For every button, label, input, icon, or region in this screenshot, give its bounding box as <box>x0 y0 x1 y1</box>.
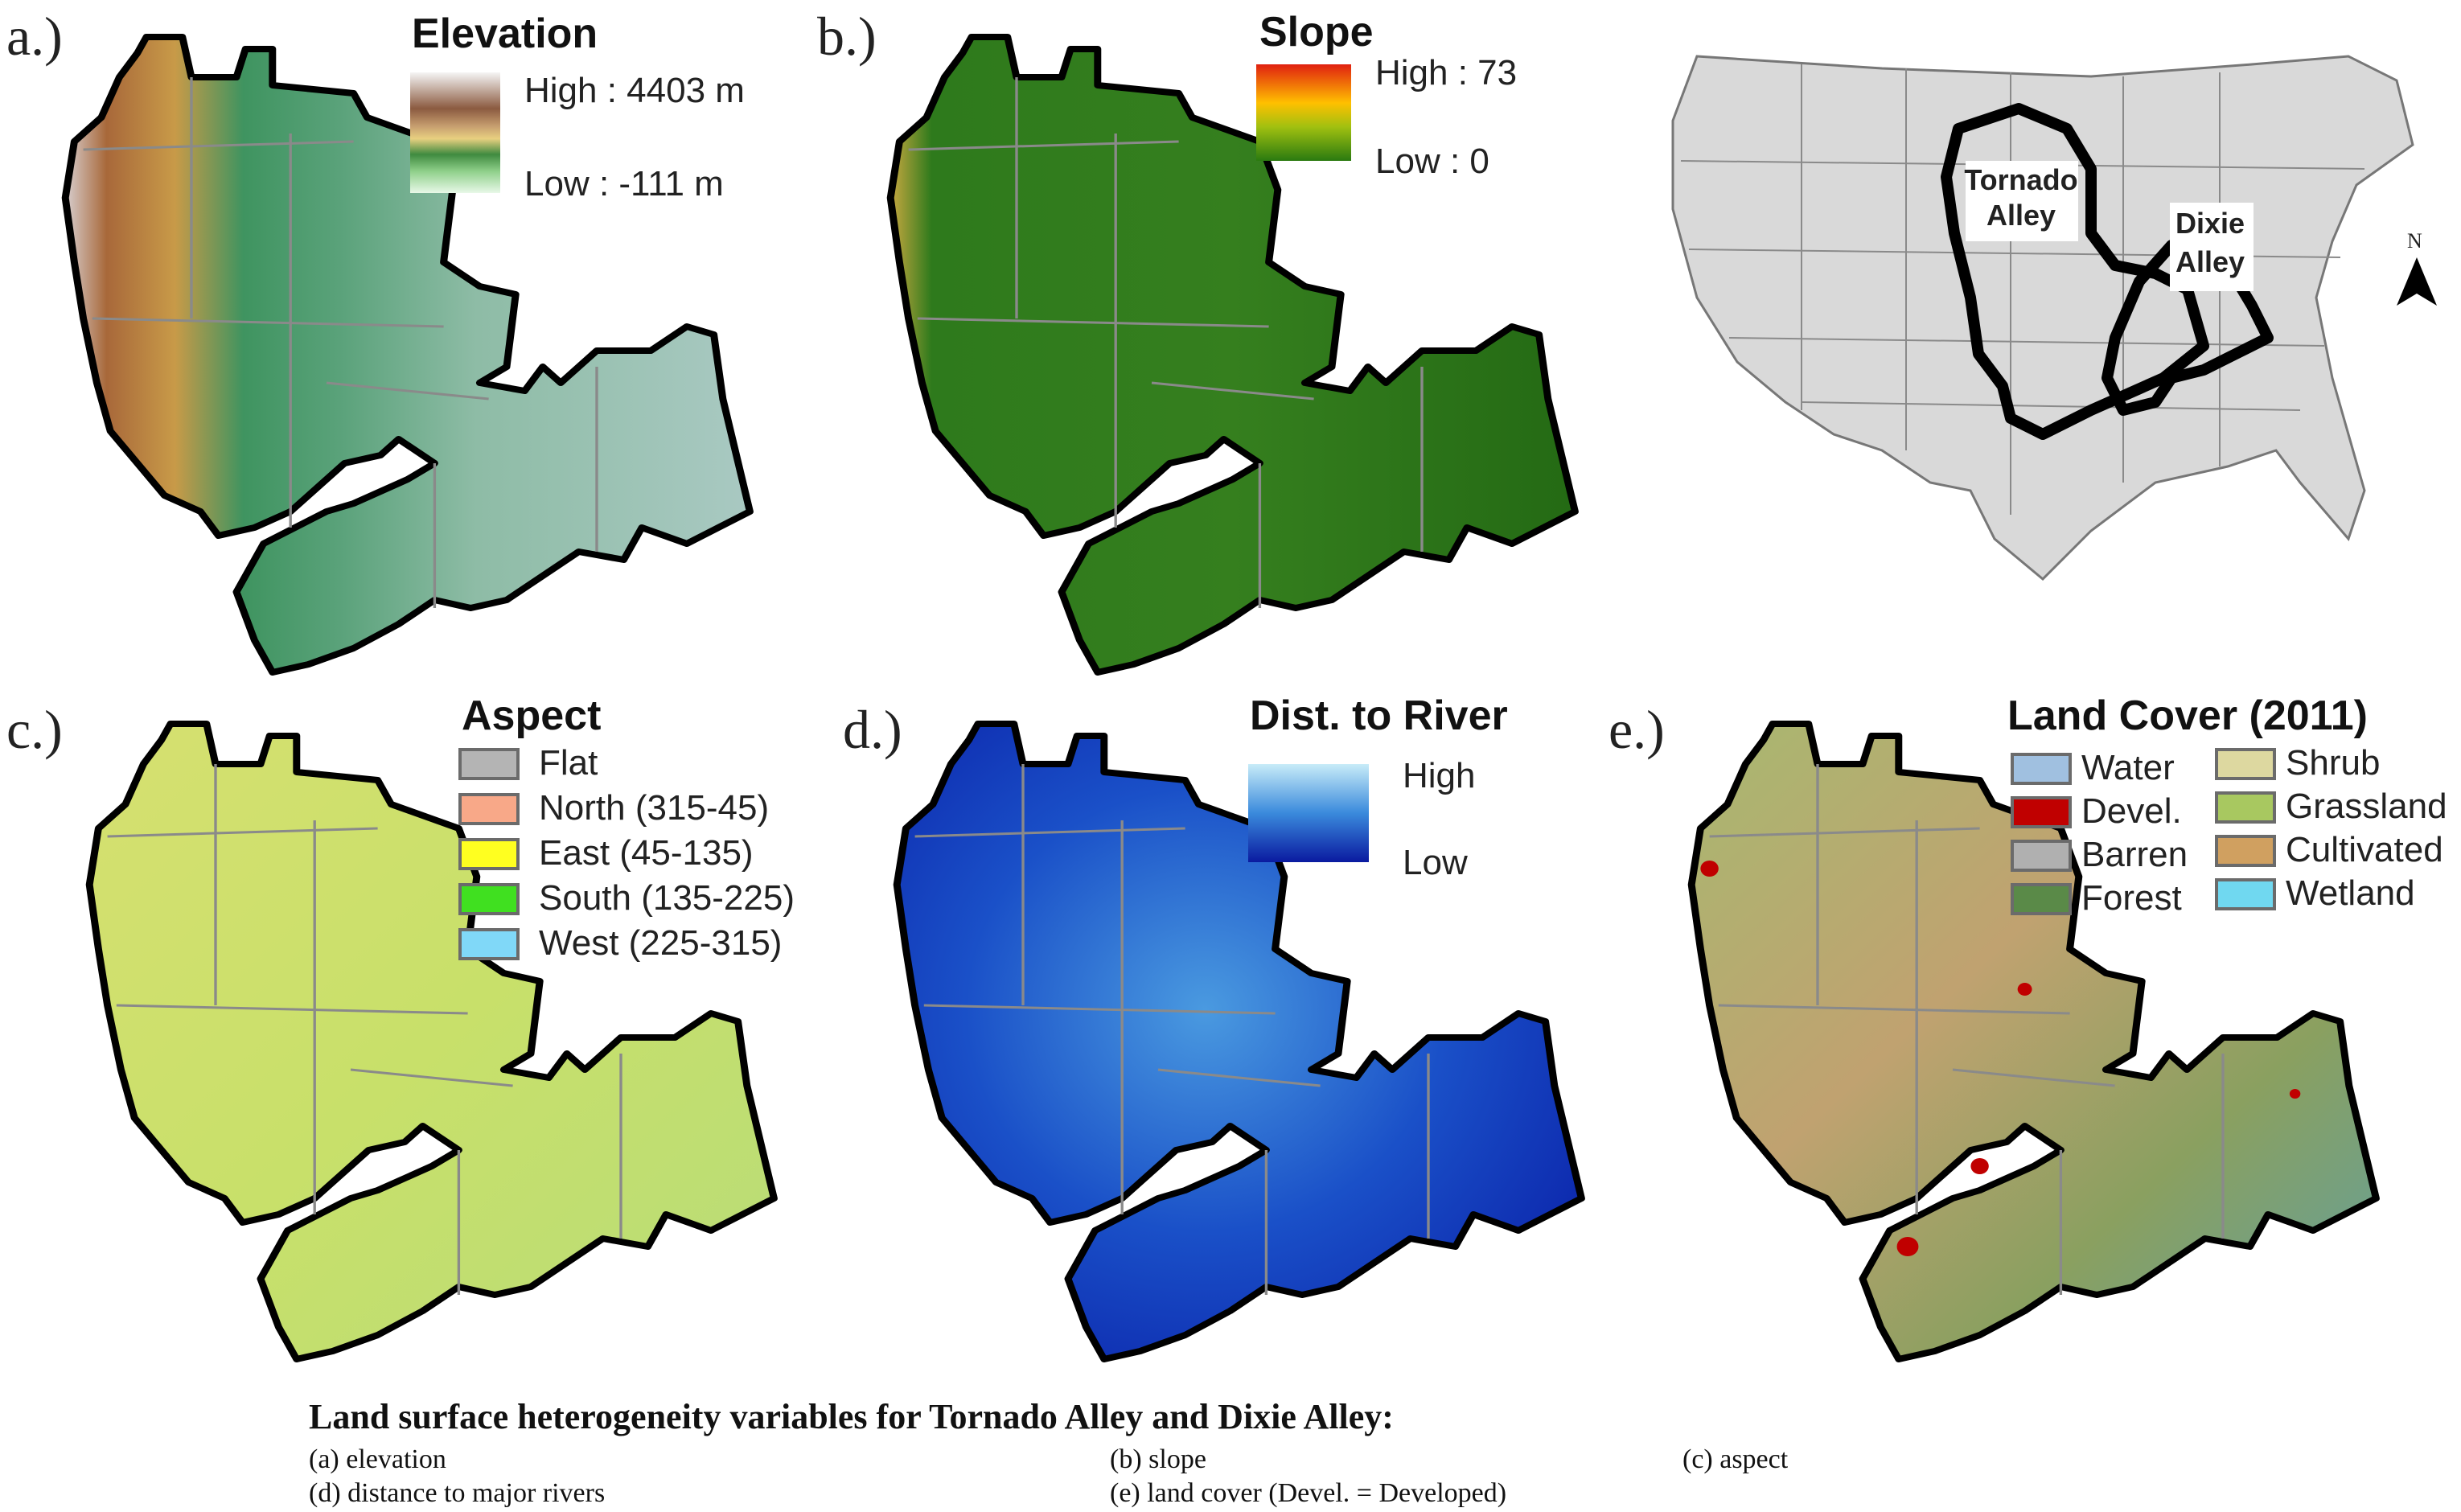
tornado-alley-label: Tornado Alley <box>1964 163 2078 232</box>
elevation-color-ramp <box>410 72 500 193</box>
legend-low: Low : 0 <box>1375 142 1489 181</box>
panel-label: c.) <box>6 699 63 760</box>
north-arrow <box>2397 257 2437 306</box>
legend-item: East (45-135) <box>539 833 754 873</box>
panel-overview: Tornado Alley Dixie Alley N <box>1641 32 2453 611</box>
legend-title: Slope <box>1259 9 1374 55</box>
panel-label: a.) <box>6 6 63 67</box>
legend-item: South (135-225) <box>539 878 795 918</box>
slope-map <box>804 0 1625 676</box>
legend-title: Elevation <box>412 10 598 57</box>
developed-areas <box>1700 861 2301 1256</box>
swatch-grassland <box>2215 791 2276 824</box>
legend-item: Cultivated <box>2286 830 2443 869</box>
land-cover-map <box>1608 692 2457 1351</box>
legend-item: Water <box>2081 748 2175 787</box>
legend-item: Flat <box>539 743 598 783</box>
panel-elevation: a.) Elevation High : 4403 m Low : -111 m <box>0 0 804 676</box>
legend-high: High : 4403 m <box>524 71 745 110</box>
caption-item-a: (a) elevation <box>309 1444 446 1474</box>
swatch-west <box>458 928 520 960</box>
swatch-cultivated <box>2215 835 2276 867</box>
legend-item: Forest <box>2081 878 2182 918</box>
legend-item: Barren <box>2081 835 2188 874</box>
distance-color-ramp <box>1248 764 1369 862</box>
panel-land-cover: e.) Land Cover (2011) Water <box>1608 692 2457 1351</box>
conus-outline <box>1671 55 2414 581</box>
legend-item: West (225-315) <box>539 923 783 963</box>
legend-item: North (315-45) <box>539 788 770 828</box>
caption-item-e: (e) land cover (Devel. = Developed) <box>1110 1478 1507 1508</box>
swatch-south <box>458 883 520 915</box>
panel-label: d.) <box>843 699 902 760</box>
legend-high: High <box>1403 756 1476 795</box>
legend-title: Land Cover (2011) <box>2007 692 2368 739</box>
swatch-east <box>458 838 520 870</box>
swatch-water <box>2011 753 2072 785</box>
panel-dist-river: d.) Dist. to River High Low <box>828 692 1600 1351</box>
caption-title: Land surface heterogeneity variables for… <box>309 1397 1394 1436</box>
tornado-alley-outline <box>1941 103 2209 440</box>
aspect-map <box>0 692 820 1351</box>
legend-low: Low : -111 m <box>524 164 724 203</box>
elevation-map <box>0 0 804 676</box>
dixie-alley-label: Dixie Alley <box>2175 207 2245 278</box>
dist-river-map <box>828 692 1600 1351</box>
swatch-barren <box>2011 840 2072 872</box>
legend-title: Aspect <box>462 692 602 739</box>
legend-low: Low <box>1403 843 1468 882</box>
north-label: N <box>2407 229 2422 253</box>
caption-item-c: (c) aspect <box>1682 1444 1789 1474</box>
caption-item-b: (b) slope <box>1110 1444 1206 1474</box>
swatch-forest <box>2011 883 2072 915</box>
swatch-shrub <box>2215 748 2276 780</box>
legend-item: Devel. <box>2081 791 2182 831</box>
legend-title: Dist. to River <box>1250 692 1508 739</box>
swatch-north <box>458 793 520 825</box>
panel-label: e.) <box>1608 699 1665 760</box>
slope-color-ramp <box>1256 64 1351 161</box>
legend-item: Grassland <box>2286 787 2447 826</box>
caption-item-d: (d) distance to major rivers <box>309 1478 606 1508</box>
legend-item: Wetland <box>2286 873 2415 913</box>
conus-overview-map <box>1671 55 2437 581</box>
panel-aspect: c.) Aspect Flat North (315-45) East (45-… <box>0 692 820 1351</box>
panel-label: b.) <box>817 6 877 67</box>
swatch-wetland <box>2215 878 2276 910</box>
panel-slope: b.) Slope High : 73 Low : 0 <box>804 0 1625 676</box>
swatch-developed <box>2011 796 2072 828</box>
legend-item: Shrub <box>2286 743 2381 783</box>
swatch-flat <box>458 748 520 780</box>
legend-high: High : 73 <box>1375 53 1518 92</box>
